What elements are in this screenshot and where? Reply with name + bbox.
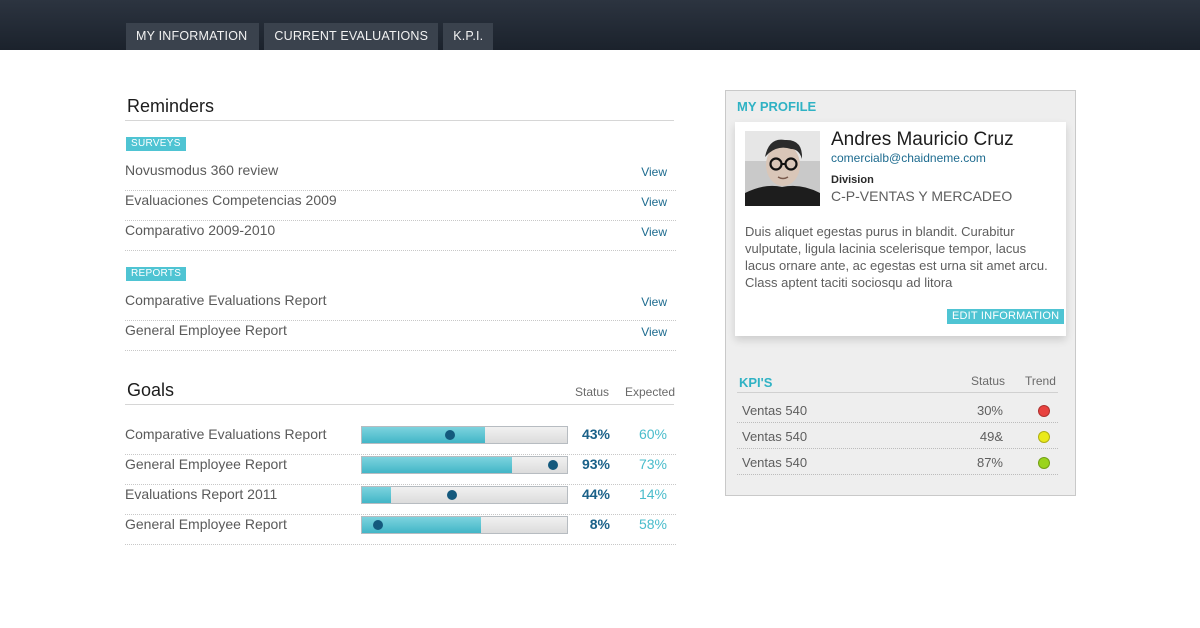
survey-row: Evaluaciones Competencias 2009 View xyxy=(125,191,676,221)
avatar-photo-icon xyxy=(745,131,820,206)
tab-my-information[interactable]: MY INFORMATION xyxy=(126,23,260,50)
view-link[interactable]: View xyxy=(641,165,667,179)
survey-label: Evaluaciones Competencias 2009 xyxy=(125,192,337,208)
report-row: Comparative Evaluations Report View xyxy=(125,291,676,321)
division-value: C-P-VENTAS Y MERCADEO xyxy=(831,188,1013,204)
goal-label: Comparative Evaluations Report xyxy=(125,426,327,442)
profile-bio: Duis aliquet egestas purus in blandit. C… xyxy=(745,224,1048,290)
survey-row: Comparativo 2009-2010 View xyxy=(125,221,676,251)
kpi-label: Ventas 540 xyxy=(742,455,808,470)
kpi-row: Ventas 540 49& xyxy=(737,423,1058,449)
kpi-status: 87% xyxy=(976,455,1003,470)
report-row: General Employee Report View xyxy=(125,321,676,351)
goal-label: Evaluations Report 2011 xyxy=(125,486,278,502)
goal-expected: 73% xyxy=(638,456,667,472)
profile-title: MY PROFILE xyxy=(737,99,817,114)
goals-status-header: Status xyxy=(575,385,610,399)
division-label: Division xyxy=(831,174,874,186)
goal-progress-bar xyxy=(361,456,568,474)
goals-title: Goals xyxy=(127,380,175,400)
reminders-divider xyxy=(125,120,674,121)
kpis-status-header: Status xyxy=(971,374,1006,388)
kpi-label: Ventas 540 xyxy=(742,429,808,444)
goals-expected-header: Expected xyxy=(625,385,676,399)
kpis-title: KPI'S xyxy=(739,375,773,390)
goal-expected: 14% xyxy=(638,486,667,502)
reminders-title: Reminders xyxy=(127,96,215,116)
goal-status: 44% xyxy=(581,486,610,502)
survey-label: Novusmodus 360 review xyxy=(125,162,279,178)
goals-divider xyxy=(125,404,674,405)
goal-status-marker xyxy=(373,520,383,530)
top-navigation-bar: MY INFORMATION CURRENT EVALUATIONS K.P.I… xyxy=(0,0,1200,50)
profile-card: Andres Mauricio Cruz comercialb@chaidnem… xyxy=(735,122,1066,336)
surveys-badge: SURVEYS xyxy=(126,137,186,151)
kpi-label: Ventas 540 xyxy=(742,403,808,418)
edit-information-button[interactable]: EDIT INFORMATION xyxy=(947,309,1065,324)
view-link[interactable]: View xyxy=(641,325,667,339)
goal-expected-fill xyxy=(362,427,485,443)
goal-status: 8% xyxy=(589,516,610,532)
trend-dot-icon xyxy=(1038,431,1050,443)
goal-row: General Employee Report 93% 73% xyxy=(125,455,676,485)
kpis-trend-header: Trend xyxy=(1025,374,1056,388)
nav-tabs: MY INFORMATION CURRENT EVALUATIONS K.P.I… xyxy=(126,23,494,50)
goal-expected-fill xyxy=(362,517,481,533)
goal-row: General Employee Report 8% 58% xyxy=(125,515,676,545)
survey-label: Comparativo 2009-2010 xyxy=(125,222,276,238)
report-label: General Employee Report xyxy=(125,322,287,338)
goal-expected: 60% xyxy=(638,426,667,442)
kpi-row: Ventas 540 30% xyxy=(737,397,1058,423)
goal-status-marker xyxy=(445,430,455,440)
tab-current-evaluations[interactable]: CURRENT EVALUATIONS xyxy=(264,23,439,50)
survey-row: Novusmodus 360 review View xyxy=(125,161,676,191)
view-link[interactable]: View xyxy=(641,225,667,239)
avatar xyxy=(745,131,820,206)
goal-expected-fill xyxy=(362,487,391,503)
goal-status: 93% xyxy=(581,456,610,472)
goal-progress-bar xyxy=(361,426,568,444)
goal-row: Evaluations Report 2011 44% 14% xyxy=(125,485,676,515)
profile-email[interactable]: comercialb@chaidneme.com xyxy=(831,151,986,165)
goal-status: 43% xyxy=(581,426,610,442)
reports-badge: REPORTS xyxy=(126,267,187,281)
report-label: Comparative Evaluations Report xyxy=(125,292,327,308)
tab-kpi[interactable]: K.P.I. xyxy=(443,23,494,50)
goal-expected-fill xyxy=(362,457,512,473)
goal-row: Comparative Evaluations Report 43% 60% xyxy=(125,425,676,455)
goal-status-marker xyxy=(548,460,558,470)
kpis-divider xyxy=(737,392,1058,393)
kpi-status: 30% xyxy=(976,403,1003,418)
view-link[interactable]: View xyxy=(641,295,667,309)
profile-panel: MY PROFILE Andres Mauricio Cruz comercia… xyxy=(725,90,1076,496)
goal-expected: 58% xyxy=(638,516,667,532)
goal-status-marker xyxy=(447,490,457,500)
trend-dot-icon xyxy=(1038,405,1050,417)
goal-progress-bar xyxy=(361,486,568,504)
profile-name: Andres Mauricio Cruz xyxy=(831,129,1014,150)
kpi-row: Ventas 540 87% xyxy=(737,449,1058,475)
goal-progress-bar xyxy=(361,516,568,534)
trend-dot-icon xyxy=(1038,457,1050,469)
view-link[interactable]: View xyxy=(641,195,667,209)
goal-label: General Employee Report xyxy=(125,516,287,532)
goal-label: General Employee Report xyxy=(125,456,287,472)
kpi-status: 49& xyxy=(979,429,1003,444)
